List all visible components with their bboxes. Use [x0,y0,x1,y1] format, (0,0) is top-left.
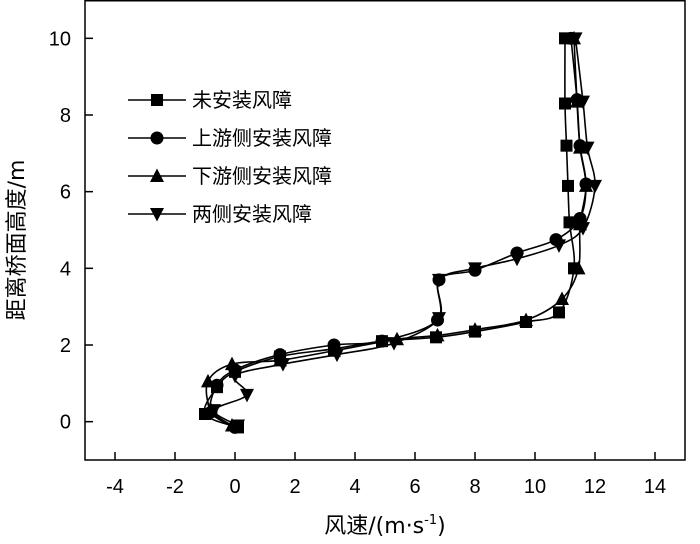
series-1-point-4 [563,216,576,229]
series-4-point-8 [432,273,446,288]
series-4 [207,32,602,433]
y-tick-label-4: 8 [60,105,71,127]
legend-label-1: 未安装风障 [192,88,292,112]
series-4-point-0 [568,32,583,46]
plot-frame [84,0,686,461]
series-4-point-7 [468,262,482,276]
legend-entry-2: 上游侧安装风障 [128,126,332,150]
series-3-point-2 [573,140,587,154]
x-axis-title-superscript: -1 [424,513,437,528]
series-layer [199,30,602,434]
series-3-point-9 [430,327,445,342]
ticks-layer: -4 -2 0 2 4 6 8 10 12 14 0 2 4 6 8 10 [49,28,666,498]
series-4-point-2 [580,141,595,156]
legend-label-4: 两侧安装风障 [192,202,312,226]
series-4-point-15 [207,404,221,418]
x-tick-label-3: 2 [289,476,300,498]
legend-marker-4 [150,208,164,222]
series-4-point-5 [552,239,566,253]
x-axis-title-main: 风速/(m·s [324,514,424,539]
series-4-point-4 [576,222,590,236]
series-4-point-9 [432,312,446,326]
legend-label-3: 下游侧安装风障 [192,164,332,188]
series-1-point-3 [562,179,574,192]
x-tick-label-4: 4 [349,476,360,498]
series-3-point-5 [571,260,586,275]
x-tick-label-7: 10 [524,476,546,498]
x-tick-label-0: -4 [106,476,124,498]
x-tick-label-5: 6 [409,476,420,498]
x-tick-label-9: 14 [644,476,666,498]
y-tick-label-1: 2 [60,335,71,357]
series-4-point-1 [576,95,590,110]
series-4-point-14 [240,388,254,403]
series-4-point-13 [228,369,242,384]
series-3-point-8 [468,322,482,336]
series-4-point-6 [510,252,524,267]
y-tick-label-2: 4 [60,258,71,280]
series-3-point-3 [579,178,593,192]
series-4-point-10 [387,337,401,351]
legend-marker-1 [151,94,163,106]
x-axis-title-close: ) [437,514,446,539]
series-3-point-7 [519,312,533,327]
series-1-point-6 [553,306,565,319]
legend-entry-4: 两侧安装风障 [128,202,312,226]
series-2-point-14 [210,378,224,392]
legend-entry-3: 下游侧安装风障 [128,164,332,188]
x-tick-label-1: -2 [166,476,184,498]
series-3-point-6 [555,291,569,305]
series-4-point-12 [276,358,290,372]
series-4-point-3 [588,179,602,194]
x-tick-label-2: 0 [229,476,240,498]
legend-marker-2 [150,131,164,145]
plot-area: -4 -2 0 2 4 6 8 10 12 14 0 2 4 6 8 10 [49,0,686,498]
x-axis-title: 风速/(m·s-1) [324,513,445,539]
series-1-point-1 [559,97,571,110]
series-3-point-13 [225,356,239,371]
legend-label-2: 上游侧安装风障 [192,126,332,150]
y-axis-title: 距离桥面高度/m [5,160,30,321]
x-tick-label-6: 8 [469,476,480,498]
legend-marker-3 [150,168,164,182]
series-1-point-2 [560,139,573,152]
y-tick-label-3: 6 [60,182,71,204]
series-4-point-16 [231,419,245,433]
y-tick-label-5: 10 [49,28,71,50]
y-tick-label-0: 0 [60,412,71,434]
legend-entry-1: 未安装风障 [128,88,292,112]
series-4-point-11 [330,348,344,363]
series-3-point-14 [201,373,215,388]
x-tick-label-8: 12 [584,476,606,498]
